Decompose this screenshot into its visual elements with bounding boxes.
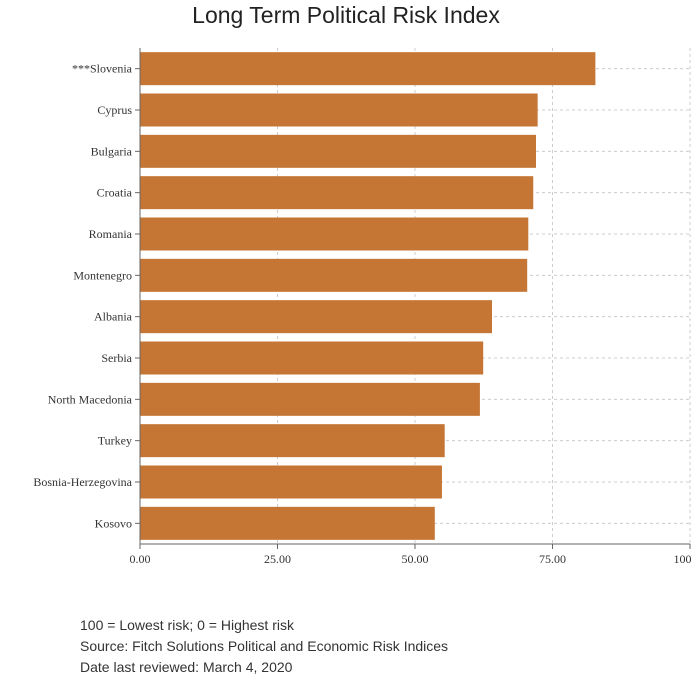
x-tick-label: 75.00: [539, 552, 566, 566]
bar-croatia: [140, 176, 534, 210]
category-label: Turkey: [98, 434, 132, 448]
bars: [140, 52, 596, 540]
x-tick-label: 25.00: [264, 552, 291, 566]
x-tick-labels: 0.00 25.00 50.00 75.00 100.00: [130, 552, 692, 566]
bar-slovenia: [140, 52, 596, 86]
x-tick-label: 0.00: [130, 552, 151, 566]
bar-romania: [140, 217, 529, 251]
bar-bosnia-herzegovina: [140, 465, 442, 499]
category-label: Albania: [94, 310, 133, 324]
bar-albania: [140, 300, 492, 334]
x-tick-label: 100.00: [674, 552, 692, 566]
category-labels: ***Slovenia Cyprus Bulgaria Croatia Romania M…: [33, 62, 132, 531]
category-label: North Macedonia: [48, 392, 133, 406]
bar-serbia: [140, 341, 484, 375]
bar-turkey: [140, 424, 445, 458]
bar-kosovo: [140, 506, 435, 540]
category-label: ***Slovenia: [72, 62, 133, 76]
category-label: Romania: [89, 227, 133, 241]
bar-chart: ***Slovenia Cyprus Bulgaria Croatia Romania M…: [33, 48, 692, 566]
risk-scale-note: 100 = Lowest risk; 0 = Highest risk: [80, 617, 294, 633]
category-label: Croatia: [97, 186, 133, 200]
bar-north-macedonia: [140, 382, 480, 416]
chart-notes: 100 = Lowest risk; 0 = Highest risk Sour…: [80, 615, 448, 678]
source-note: Source: Fitch Solutions Political and Ec…: [80, 638, 449, 654]
x-tick-label: 50.00: [402, 552, 429, 566]
chart-title: Long Term Political Risk Index: [192, 2, 500, 28]
category-label: Bosnia-Herzegovina: [33, 475, 132, 489]
category-label: Serbia: [101, 351, 132, 365]
bar-cyprus: [140, 93, 538, 127]
category-label: Montenegro: [73, 268, 132, 282]
date-reviewed-note: Date last reviewed: March 4, 2020: [80, 659, 293, 675]
bar-montenegro: [140, 258, 528, 292]
bar-bulgaria: [140, 134, 536, 168]
category-label: Kosovo: [95, 516, 132, 530]
axes: [135, 48, 691, 549]
category-label: Bulgaria: [91, 144, 133, 158]
category-label: Cyprus: [97, 103, 132, 117]
